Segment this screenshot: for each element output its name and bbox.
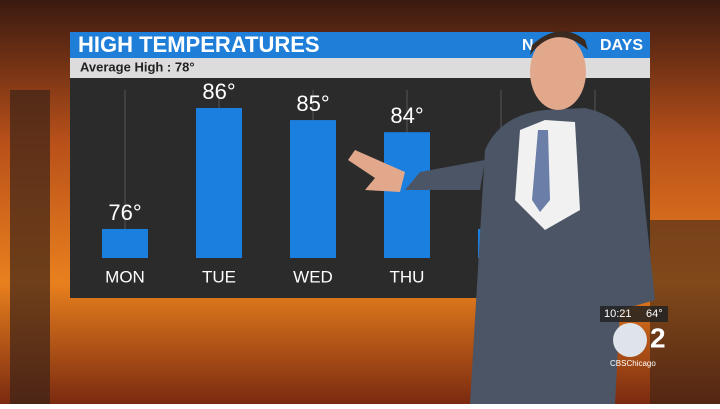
tie xyxy=(532,130,550,212)
channel: 2 xyxy=(650,322,666,353)
header-fragment: DAYS xyxy=(600,37,643,54)
suit xyxy=(470,108,655,404)
skyline xyxy=(10,90,50,404)
x-tick-label: TUE xyxy=(202,267,236,286)
value-label: 85° xyxy=(296,91,329,116)
station: CBSChicago xyxy=(610,359,656,368)
bar xyxy=(290,120,336,258)
bar xyxy=(384,132,430,258)
header-fragment: N xyxy=(522,37,534,54)
subtitle: Average High : 78° xyxy=(80,59,195,74)
x-tick-label: MON xyxy=(105,267,145,286)
value-label: 86° xyxy=(202,79,235,104)
subtitle-bar xyxy=(70,58,650,78)
hair xyxy=(530,31,588,55)
chart-title: HIGH TEMPERATURES xyxy=(78,32,320,57)
temperature: 64° xyxy=(646,308,663,320)
clock: 10:21 xyxy=(604,308,632,320)
x-tick-label: THU xyxy=(390,267,425,286)
value-label: 84° xyxy=(390,103,423,128)
bar xyxy=(102,228,148,258)
head xyxy=(530,34,586,110)
arm xyxy=(405,160,485,190)
value-label: 76° xyxy=(108,200,141,225)
bar xyxy=(196,107,242,258)
plot: MON 76° TUE 86° WED 85° THU 84° xyxy=(102,79,596,286)
logo xyxy=(613,323,647,357)
x-tick-label: WED xyxy=(293,267,333,286)
presenter xyxy=(348,31,655,404)
hand xyxy=(348,150,405,192)
bug-bar xyxy=(600,306,668,322)
